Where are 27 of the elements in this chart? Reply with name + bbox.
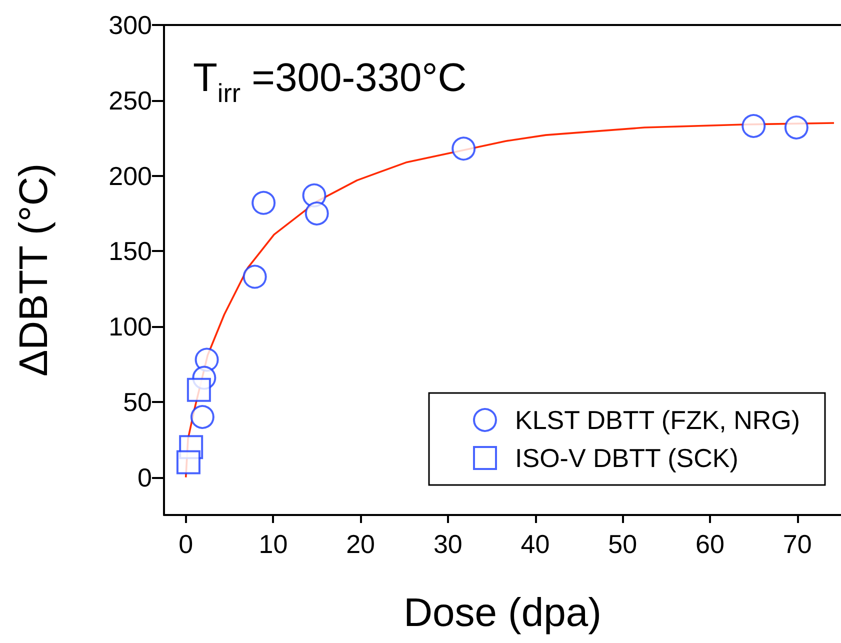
y-tick-label: 300 <box>108 10 152 40</box>
y-tick-label: 50 <box>123 386 152 417</box>
line-series <box>184 122 835 478</box>
point <box>304 201 329 226</box>
point <box>742 114 766 138</box>
x-tick-label: 40 <box>520 529 550 559</box>
point <box>186 378 211 402</box>
x-tick-label: 60 <box>696 529 724 559</box>
x-tick-label: 20 <box>346 529 376 559</box>
x-axis-title: Dose (dpa) <box>404 591 602 635</box>
y-axis-title: ΔDBTT (°C) <box>12 163 56 377</box>
y-tick-label: 0 <box>138 462 152 492</box>
x-tick-label: 70 <box>782 529 812 559</box>
y-tick-label: 100 <box>108 312 152 342</box>
legend-label: ISO-V DBTT (SCK) <box>515 443 738 473</box>
y-tick-label: 250 <box>108 85 152 116</box>
y-tick-label: 150 <box>108 236 152 266</box>
y-tick-label: 200 <box>108 160 152 191</box>
point <box>190 405 214 429</box>
x-tick-label: 10 <box>258 529 288 559</box>
x-tick-label: 0 <box>178 529 194 559</box>
x-tick-label: 30 <box>433 529 462 559</box>
point <box>784 116 808 140</box>
point <box>176 450 200 474</box>
legend-label: KLST DBTT (FZK, NRG) <box>515 405 800 435</box>
x-tick-label: 50 <box>608 529 638 559</box>
point <box>452 136 476 161</box>
